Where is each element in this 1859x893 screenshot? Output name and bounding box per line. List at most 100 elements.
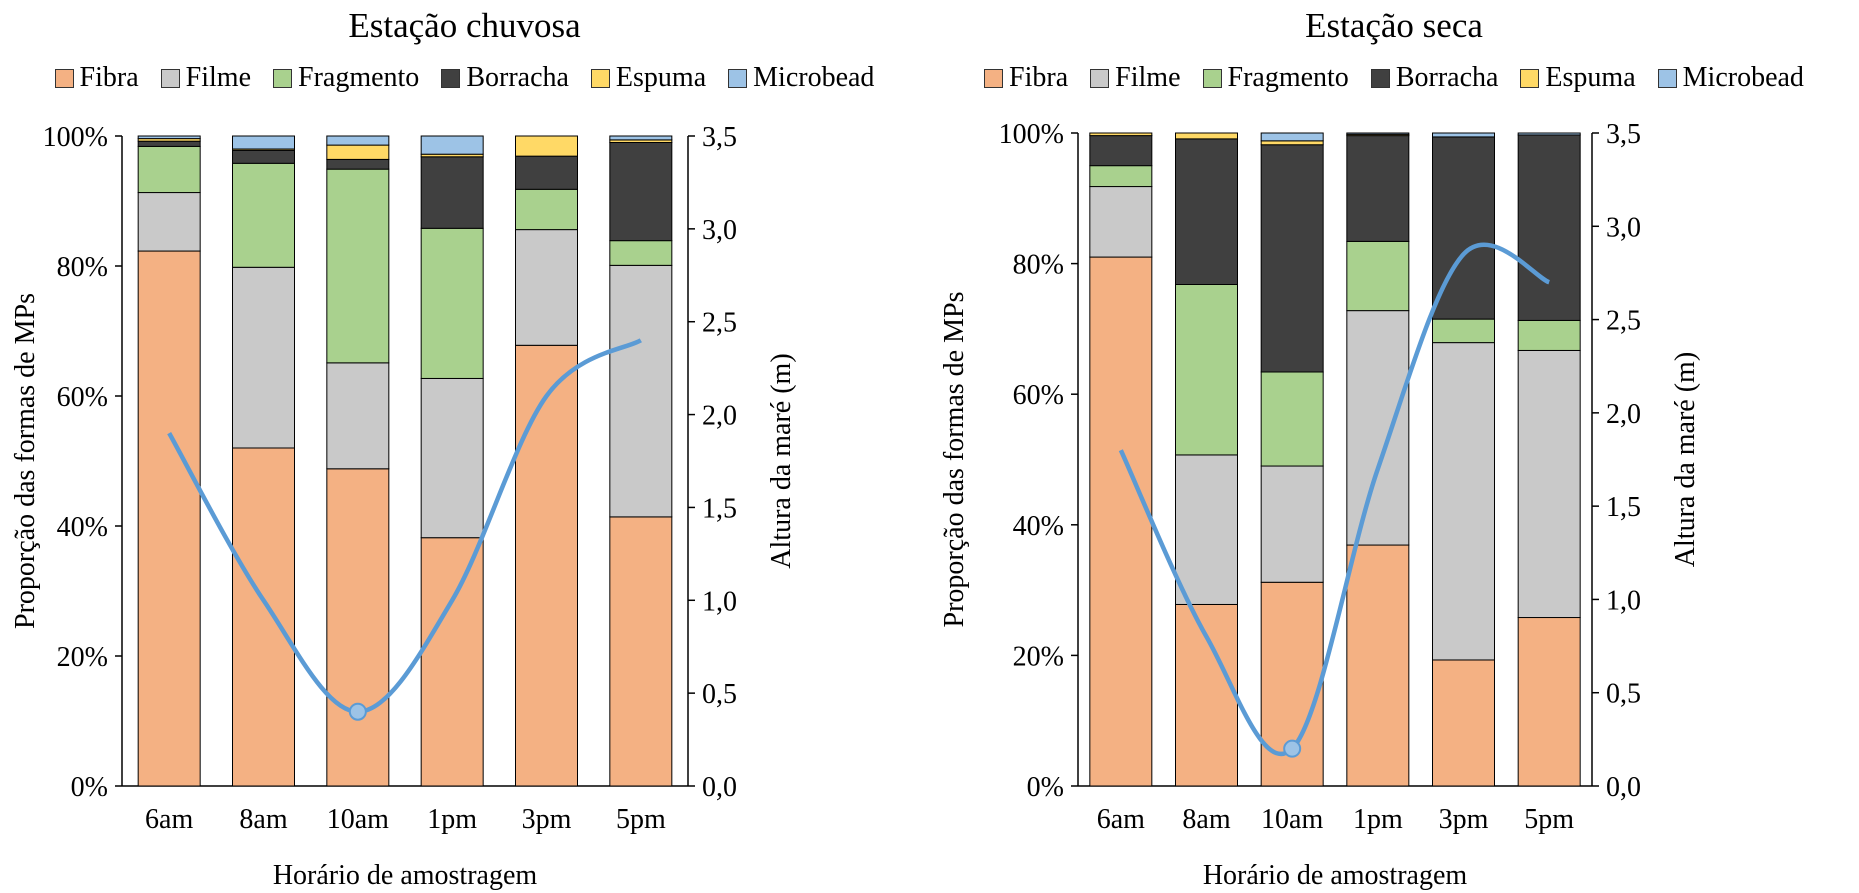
bar-segment	[1260, 140, 1324, 146]
y2-tick-label: 0,0	[1606, 772, 1641, 803]
bar-segment	[232, 447, 295, 787]
legend-item: Borracha	[441, 62, 569, 94]
y2-tick-label: 0,0	[702, 772, 737, 803]
bar-segment	[137, 140, 201, 147]
bar-segment	[1517, 617, 1581, 787]
y2-axis-label: Altura da maré (m)	[1670, 352, 1701, 567]
legend-swatch	[590, 68, 610, 88]
legend-item: Fragmento	[273, 62, 419, 94]
y-tick-label: 80%	[57, 252, 108, 283]
x-tick-label: 5pm	[1524, 804, 1574, 835]
legend-label: Fibra	[1009, 62, 1069, 93]
legend-label: Fragmento	[1227, 62, 1349, 93]
y-tick-label: 80%	[1013, 250, 1064, 281]
legend-label: Borracha	[1395, 62, 1499, 93]
legend-label: Filme	[185, 62, 251, 93]
legend-item: Espuma	[590, 62, 707, 94]
bar-segment	[1432, 342, 1495, 661]
bar-segment	[1346, 240, 1410, 312]
bar-segment	[326, 135, 390, 146]
y2-tick-label: 1,0	[1606, 585, 1641, 616]
x-tick-label: 10am	[1261, 804, 1323, 835]
legend-label: Microbead	[753, 62, 875, 93]
bar-segment	[1432, 659, 1495, 787]
y2-tick-label: 2,0	[1606, 399, 1641, 430]
legend-label: Espuma	[1545, 62, 1636, 93]
bar-segment	[326, 168, 390, 364]
bar-segment	[609, 516, 673, 787]
x-tick-label: 8am	[239, 804, 287, 835]
bar-segment	[1175, 283, 1238, 456]
bar-segment	[232, 149, 295, 164]
x-tick-label: 6am	[145, 804, 193, 835]
bar-segment	[137, 250, 201, 787]
bar-segment	[420, 135, 484, 155]
legend-item: Fibra	[54, 62, 139, 94]
y2-tick-label: 3,0	[702, 215, 737, 246]
chart-panel-rainy: Estação chuvosa Fibra Filme Fragmento Borra…	[0, 0, 929, 893]
y2-tick-label: 2,5	[702, 308, 737, 339]
bar-segment	[326, 158, 390, 170]
bar-segment	[1175, 454, 1238, 605]
y2-tick-label: 1,5	[702, 493, 737, 524]
legend-label: Filme	[1115, 62, 1181, 93]
x-axis-label: Horário de amostragem	[273, 860, 538, 891]
bar-segment	[1089, 165, 1153, 188]
bar-segment	[420, 537, 484, 787]
legend-item: Fibra	[984, 62, 1068, 94]
bar-segment	[420, 227, 484, 379]
bar-segment	[1089, 256, 1153, 787]
legend-item: Microbead	[1657, 62, 1804, 94]
bar-segment	[1432, 318, 1495, 344]
tide-marker	[348, 702, 367, 721]
legend-item: Microbead	[728, 62, 874, 94]
legend-item: Espuma	[1520, 62, 1636, 94]
y2-tick-label: 2,0	[702, 401, 737, 432]
bar-segment	[609, 135, 673, 141]
chart-svg: 0% 20% 40% 60% 80% 100% 0,0 0,5 1,0 1,5 2,0 2,5 3,0 3…	[939, 119, 1701, 891]
legend-swatch	[1090, 68, 1110, 88]
y-tick-label: 100%	[43, 122, 108, 153]
bar-segment	[1346, 544, 1410, 787]
legend-swatch	[728, 68, 748, 88]
y-axis-label: Proporção das formas de MPs	[939, 292, 970, 628]
y-tick-label: 0%	[1027, 772, 1064, 803]
legend-swatch	[984, 68, 1004, 88]
legend-item: Filme	[160, 62, 251, 94]
legend-label: Espuma	[615, 62, 707, 93]
bar-segment	[326, 468, 390, 787]
bar-segment	[1260, 132, 1324, 142]
bar-segment	[326, 144, 390, 160]
bar-segment	[1517, 134, 1581, 321]
bar-segment	[609, 240, 673, 266]
legend-swatch	[1657, 68, 1677, 88]
x-tick-label: 5pm	[616, 804, 666, 835]
bar-segment	[515, 229, 578, 346]
legend-label: Fibra	[79, 62, 139, 93]
chart-title: Estação chuvosa	[348, 6, 581, 45]
bar-segment	[1089, 135, 1153, 167]
x-tick-label: 6am	[1097, 804, 1145, 835]
chart-svg: 0% 20% 40% 60% 80% 100% 0,0 0,5 1,0 1,5 2,0 2,5 3,0 3…	[10, 122, 797, 891]
bar-segment	[1517, 132, 1581, 136]
bar-segment	[1260, 144, 1324, 373]
bar-segment	[137, 145, 201, 194]
bar-segment	[1260, 371, 1324, 467]
y-tick-label: 20%	[1013, 641, 1064, 672]
bar-segment	[609, 264, 673, 518]
x-tick-label: 3pm	[1439, 804, 1489, 835]
tide-line	[1118, 242, 1551, 757]
bar-segment	[1517, 349, 1581, 619]
y2-tick-label: 1,0	[702, 586, 737, 617]
x-tick-label: 8am	[1182, 804, 1230, 835]
bar-segment	[1175, 132, 1238, 140]
bar-segment	[232, 135, 295, 150]
legend-label: Fragmento	[298, 62, 420, 93]
y2-tick-label: 0,5	[1606, 679, 1641, 710]
bar-segment	[137, 135, 201, 140]
bar-segment	[1517, 319, 1581, 351]
legend-swatch	[54, 68, 74, 88]
bar-segment	[515, 155, 578, 190]
legend-label: Borracha	[466, 62, 569, 93]
x-tick-label: 1pm	[1353, 804, 1403, 835]
